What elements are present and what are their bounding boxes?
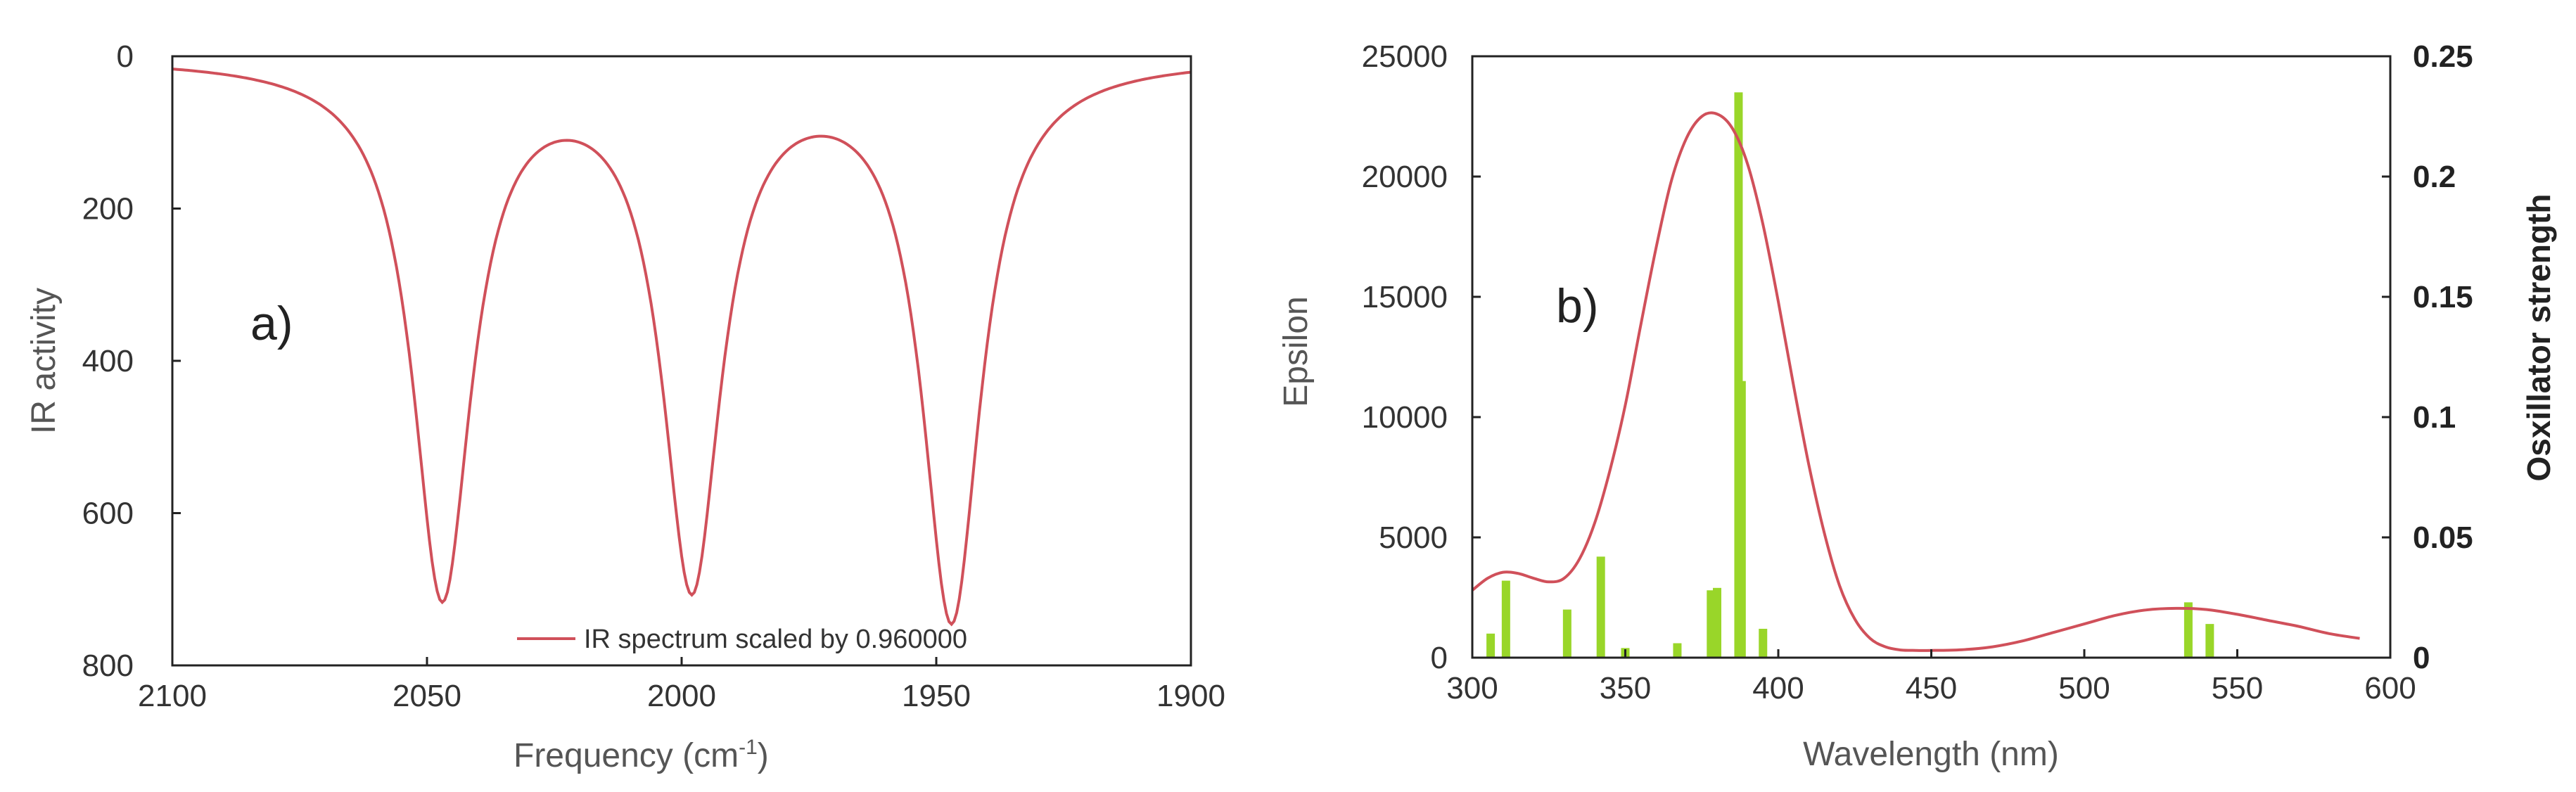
legend-label-ir-spectrum: IR spectrum scaled by 0.960000 [584, 625, 967, 654]
panel-a-x-tick-label: 2100 [138, 679, 207, 713]
epsilon-line [1471, 111, 2360, 652]
epsilon-line-group [1471, 111, 2360, 652]
panel-b-x-axis-title: Wavelength (nm) [1803, 736, 2059, 773]
panel-b-y2-tick-labels: 0 0.05 0.1 0.15 0.2 0.25 [2382, 39, 2473, 675]
panel-a-y-tick-label: 400 [82, 344, 134, 378]
panel-a-y-tick-labels: 0 200 400 600 800 [82, 39, 181, 683]
panel-a-plot-frame [171, 55, 1192, 667]
oscillator-strength-bar [1713, 587, 1721, 658]
panel-b-plot-frame [1471, 55, 2392, 659]
panel-b-x-tick-label: 400 [1752, 671, 1804, 705]
oscillator-strength-bars-group [1486, 92, 2214, 658]
panel-a-y-tick-label: 0 [117, 39, 134, 74]
panel-b-x-tick-label: 500 [2058, 671, 2110, 705]
panel-b-x-tick-label: 450 [1906, 671, 1957, 705]
oscillator-strength-bar [1486, 633, 1496, 658]
panel-a-x-axis-title: Frequency (cm-1) [514, 736, 769, 774]
panel-a-x-tick-label: 1900 [1156, 679, 1225, 713]
panel-a-y-axis-title: IR activity [25, 288, 63, 434]
panel-a-x-tick-label: 1950 [902, 679, 971, 713]
panel-b-y2-tick-label: 0 [2413, 641, 2430, 675]
panel-b-x-tick-labels: 300 350 400 450 500 550 600 [1446, 649, 2416, 705]
panel-b-x-tick-label: 550 [2212, 671, 2263, 705]
panel-a-x-axis-title-sup: -1 [739, 736, 758, 759]
panel-b-y2-tick-label: 0.05 [2413, 520, 2473, 555]
panel-b-y2-tick-label: 0.1 [2413, 400, 2456, 435]
panel-a-ir-spectrum: 2100 2050 2000 1950 1900 0 200 400 600 800 a) Fr… [25, 39, 1225, 774]
panel-b-y2-tick-label: 0.2 [2413, 160, 2456, 194]
panel-a-y-tick-label: 200 [82, 192, 134, 226]
panel-a-x-tick-label: 2000 [647, 679, 716, 713]
panel-b-y-tick-label: 25000 [1362, 39, 1448, 74]
ir-spectrum-line [172, 68, 1192, 627]
panel-a-y-tick-label: 800 [82, 649, 134, 683]
panel-b-y-tick-labels: 0 5000 10000 15000 20000 25000 [1362, 39, 1481, 675]
panel-b-y-tick-label: 10000 [1362, 400, 1448, 435]
panel-a-x-tick-labels: 2100 2050 2000 1950 1900 [138, 657, 1225, 713]
oscillator-strength-bar [2205, 624, 2214, 658]
oscillator-strength-bar [1759, 628, 1768, 658]
panel-b-y-tick-label: 0 [1431, 641, 1448, 675]
panel-b-y-tick-label: 5000 [1379, 520, 1448, 555]
ir-spectrum-line-group [172, 68, 1192, 627]
oscillator-strength-bar [1596, 556, 1605, 658]
oscillator-strength-bar [1562, 609, 1571, 658]
oscillator-strength-bar [2183, 602, 2193, 658]
panel-a-x-axis-title-main: Frequency (cm [514, 737, 739, 774]
panel-b-y2-tick-label: 0.25 [2413, 39, 2473, 74]
oscillator-strength-bar [1737, 381, 1746, 658]
panel-a-x-axis-title-close: ) [758, 737, 769, 774]
panel-a-x-tick-label: 2050 [393, 679, 461, 713]
panel-b-label: b) [1556, 279, 1598, 333]
panel-b-y-tick-label: 15000 [1362, 280, 1448, 314]
panel-a-y-tick-label: 600 [82, 497, 134, 531]
panel-a-legend: IR spectrum scaled by 0.960000 [517, 625, 967, 654]
panel-b-y-axis-title: Epsilon [1277, 296, 1315, 407]
panel-b-y2-axis-title: Osxillator strength [2520, 194, 2557, 482]
panel-b-y-tick-label: 20000 [1362, 160, 1448, 194]
oscillator-strength-bar [1501, 580, 1510, 658]
panel-b-x-tick-label: 600 [2364, 671, 2416, 705]
panel-b-uv-vis-spectrum: 300 350 400 450 500 550 600 0 5000 10000 15000 200… [1277, 39, 2557, 773]
panel-b-x-tick-label: 300 [1446, 671, 1498, 705]
panel-b-y2-tick-label: 0.15 [2413, 280, 2473, 314]
oscillator-strength-bar [1673, 643, 1682, 658]
panel-a-label: a) [250, 297, 293, 350]
panel-b-x-tick-label: 350 [1600, 671, 1651, 705]
